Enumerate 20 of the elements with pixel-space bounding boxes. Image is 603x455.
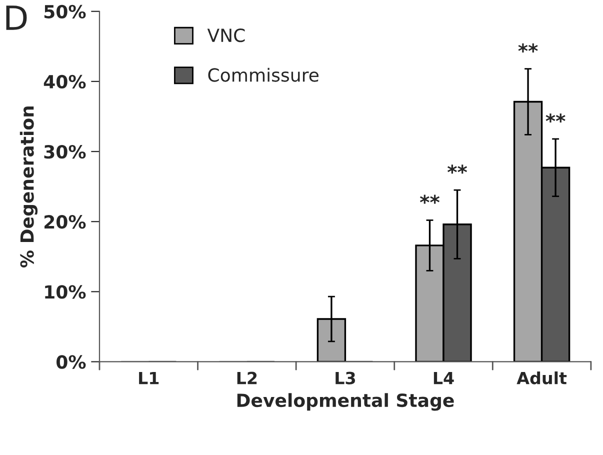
y-tick-label: 10% <box>45 285 86 299</box>
data-label: ** <box>546 113 566 123</box>
text: D <box>6 6 27 30</box>
x-tick-label: L4 <box>434 372 454 384</box>
y-tick-label: 50% <box>44 4 86 18</box>
y-tick-label: 0% <box>56 355 86 369</box>
x-tick-label: L2 <box>237 372 257 384</box>
y-tick-label: 20% <box>44 215 86 229</box>
y-tick-label: 40% <box>44 74 86 89</box>
legend-label: VNC <box>207 28 245 42</box>
x-tick-label: Adult <box>516 371 567 384</box>
y-axis-title: % Degeneration <box>20 106 38 268</box>
y-tick-label: 30% <box>44 144 86 159</box>
legend-label: Commissure <box>208 68 318 82</box>
data-label: ** <box>420 194 440 204</box>
x-axis-title: Developmental Stage <box>237 393 454 411</box>
data-label: ** <box>518 43 538 52</box>
x-tick-label: L1 <box>139 372 159 384</box>
x-tick-label: L3 <box>336 372 355 384</box>
data-label: ** <box>447 164 468 174</box>
